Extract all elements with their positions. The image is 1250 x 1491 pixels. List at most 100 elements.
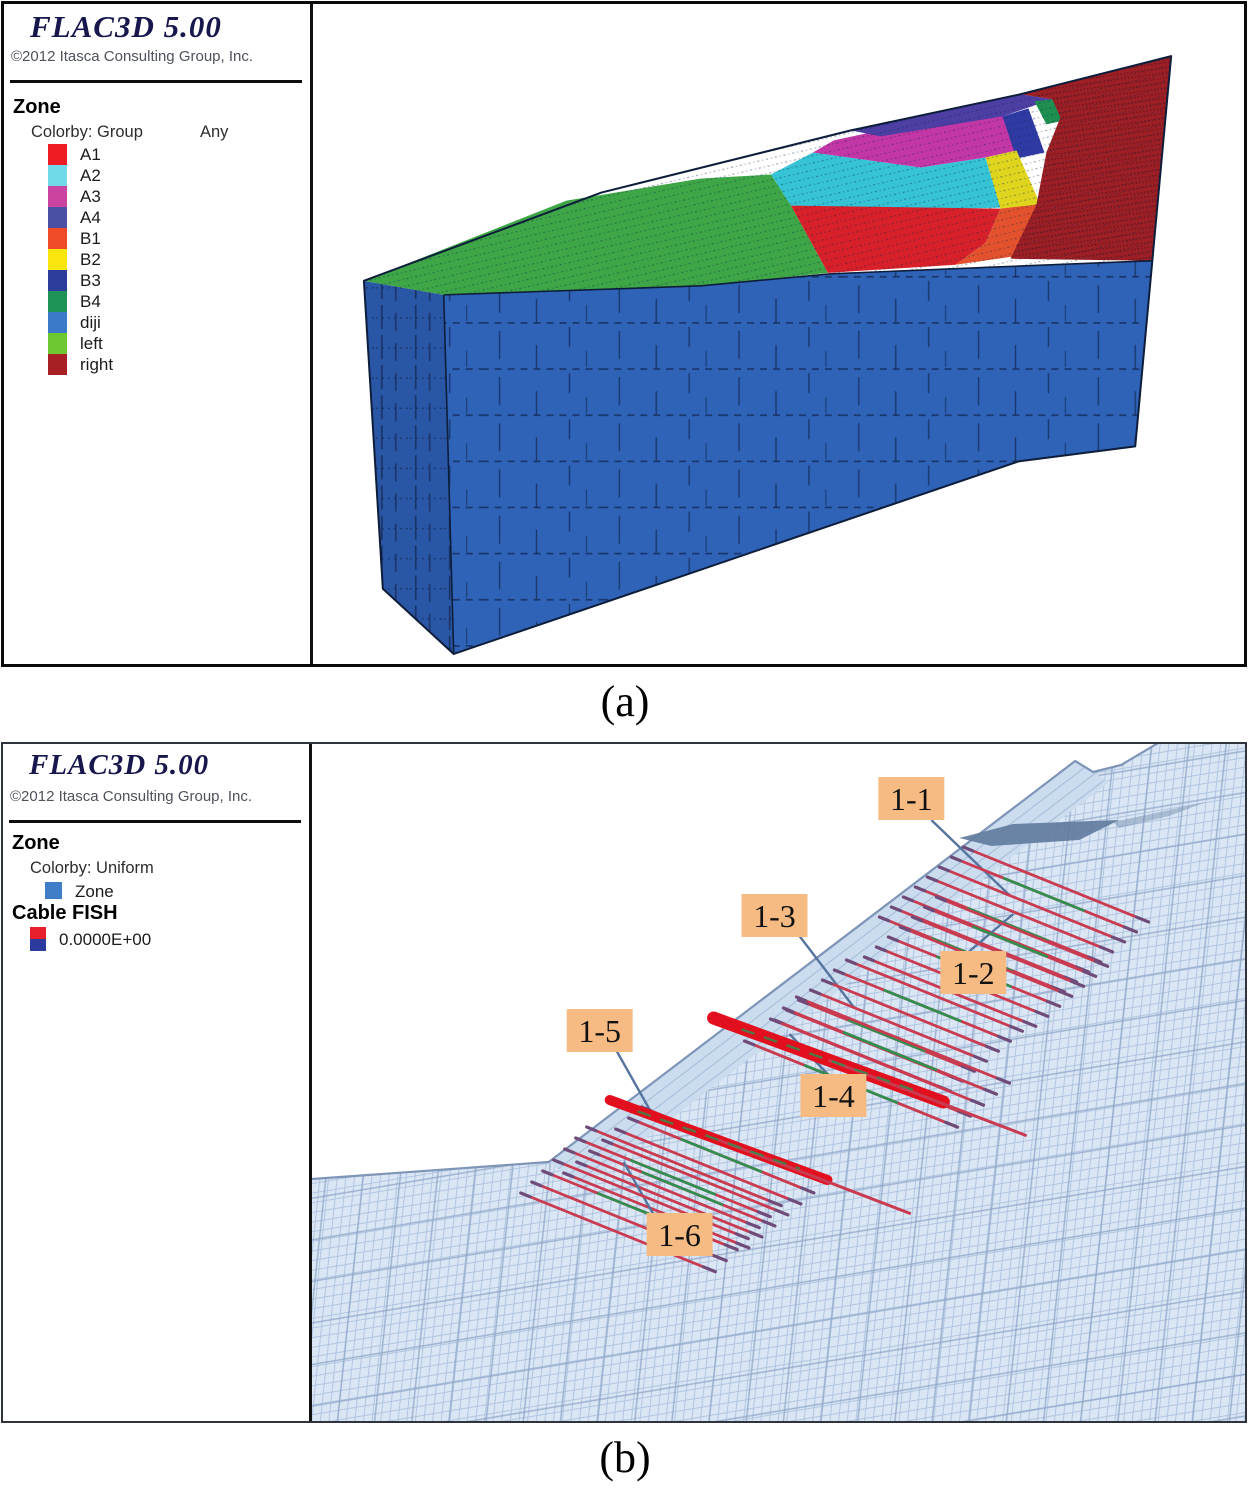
cable-legend-swatch bbox=[30, 927, 46, 951]
cable-line bbox=[925, 875, 1114, 954]
copyright-text: ©2012 Itasca Consulting Group, Inc. bbox=[11, 48, 254, 65]
cable-tip bbox=[808, 988, 822, 996]
cable-label: 1-2 bbox=[952, 956, 995, 991]
cable-label: 1-4 bbox=[812, 1079, 855, 1114]
cable-line bbox=[562, 1171, 751, 1250]
caption-a: (a) bbox=[600, 677, 650, 726]
cable-tip bbox=[574, 1136, 587, 1144]
legend-swatch bbox=[48, 249, 67, 270]
cable-tip bbox=[960, 1064, 977, 1073]
cable-tip bbox=[956, 1109, 973, 1118]
cable-tip bbox=[901, 895, 915, 903]
cable-tip bbox=[1046, 999, 1062, 1008]
legend-swatch bbox=[48, 291, 67, 312]
cable-tip bbox=[585, 1125, 598, 1133]
cable-tip bbox=[832, 968, 846, 976]
cable-tip bbox=[767, 1199, 783, 1208]
legend-item-A2: A2 bbox=[48, 165, 113, 186]
cable-tip bbox=[844, 958, 858, 966]
sidebar-divider bbox=[9, 820, 301, 823]
cable-tip bbox=[922, 905, 936, 913]
cable-leader-line bbox=[930, 819, 1011, 896]
legend-item-label: B4 bbox=[80, 292, 101, 311]
cable-tip bbox=[1110, 935, 1127, 944]
terrain-edge bbox=[312, 744, 1159, 1181]
cable-grout-segment bbox=[847, 1018, 926, 1053]
cable-swatch-top bbox=[30, 927, 46, 939]
sidebar-divider bbox=[10, 80, 302, 83]
legend-item-label: right bbox=[80, 355, 114, 374]
cable-tip bbox=[575, 1160, 588, 1168]
cable-tip bbox=[748, 1230, 764, 1239]
colorby-mode-label: Any bbox=[200, 123, 229, 141]
legend-swatch bbox=[48, 144, 67, 165]
zone-legend-swatch bbox=[45, 882, 62, 899]
cable-tip bbox=[995, 1076, 1012, 1085]
legend-item-B4: B4 bbox=[48, 291, 113, 312]
cable-tip bbox=[712, 1254, 728, 1263]
legend-item-label: B1 bbox=[80, 229, 101, 248]
cable-tip bbox=[734, 1232, 750, 1241]
cable-tip bbox=[742, 1039, 756, 1047]
cable-tip bbox=[1070, 979, 1086, 988]
cable-grout-segment bbox=[641, 1170, 724, 1207]
cable-line bbox=[563, 1147, 761, 1230]
panel-a-model-view bbox=[313, 4, 1244, 664]
cable-tip bbox=[787, 1197, 803, 1206]
flac3d-title: FLAC3D 5.00 bbox=[30, 9, 222, 44]
legend-swatch bbox=[48, 270, 67, 291]
cable-tip bbox=[530, 1180, 543, 1188]
cable-grout-segment bbox=[680, 1137, 763, 1174]
cable-tip bbox=[937, 865, 951, 873]
cable-tip bbox=[1082, 969, 1098, 978]
cable-line bbox=[934, 895, 1110, 968]
cable-leader-line bbox=[622, 1161, 658, 1221]
block-front-face-mesh bbox=[443, 260, 1153, 654]
cable-grout-segment bbox=[966, 906, 1050, 943]
legend-item-A3: A3 bbox=[48, 186, 113, 207]
group-legend: A1 A2 A3 A4 B1 B2 B3 B4 diji left right bbox=[48, 144, 113, 375]
cable-tip bbox=[820, 978, 834, 986]
cable-tip bbox=[1008, 1024, 1025, 1033]
cable-label-box bbox=[878, 777, 945, 820]
legend-item-label: A3 bbox=[80, 187, 101, 206]
cable-grout-segment bbox=[971, 925, 1049, 959]
cable-tip bbox=[969, 1098, 986, 1107]
cable-tip bbox=[627, 1116, 640, 1124]
panel-b: FLAC3D 5.00 ©2012 Itasca Consulting Grou… bbox=[1, 742, 1247, 1423]
cable-grout-segment bbox=[637, 1110, 801, 1170]
flac3d-title: FLAC3D 5.00 bbox=[29, 749, 210, 781]
legend-item-right: right bbox=[48, 354, 113, 375]
cable-label-box bbox=[566, 1009, 633, 1052]
legend-item-label: B2 bbox=[80, 250, 101, 269]
block-edges bbox=[362, 55, 1173, 655]
cable-leader-line bbox=[798, 935, 856, 1009]
cable-tip bbox=[614, 1127, 627, 1135]
cable-label-box bbox=[800, 1074, 867, 1117]
cable-tip bbox=[925, 875, 939, 883]
cable-tip bbox=[562, 1171, 575, 1179]
cable-label: 1-3 bbox=[753, 899, 796, 934]
cable-groups: 1-1 1-2 1-3 1-4 1-5 1-6 bbox=[519, 777, 1151, 1274]
legend-item-left: left bbox=[48, 333, 113, 354]
cable-label: 1-6 bbox=[658, 1218, 701, 1253]
zone-heading: Zone bbox=[13, 96, 61, 118]
legend-swatch bbox=[48, 207, 67, 228]
panel-b-sidebar: FLAC3D 5.00 ©2012 Itasca Consulting Grou… bbox=[3, 744, 312, 1421]
cable-cluster-1-6: 1-6 bbox=[519, 1125, 783, 1274]
legend-item-label: left bbox=[80, 334, 103, 353]
cable-tip bbox=[701, 1265, 717, 1274]
zone-legend-label: Zone bbox=[75, 882, 114, 901]
cable-cluster-1-3: 1-3 bbox=[741, 894, 1025, 1093]
cable-grout-segment bbox=[842, 1030, 938, 1072]
legend-item-B3: B3 bbox=[48, 270, 113, 291]
cable-grout-segment bbox=[1002, 876, 1086, 913]
crest-shadow-patch bbox=[959, 820, 1120, 846]
cable-fish-heading: Cable FISH bbox=[12, 902, 118, 924]
cable-line bbox=[585, 1125, 783, 1208]
cable-tip bbox=[1022, 1019, 1038, 1028]
cable-tip bbox=[761, 1219, 777, 1228]
cable-grout-segment bbox=[740, 1028, 916, 1092]
slope-mesh bbox=[312, 744, 1245, 1421]
cable-tip bbox=[756, 1210, 772, 1219]
